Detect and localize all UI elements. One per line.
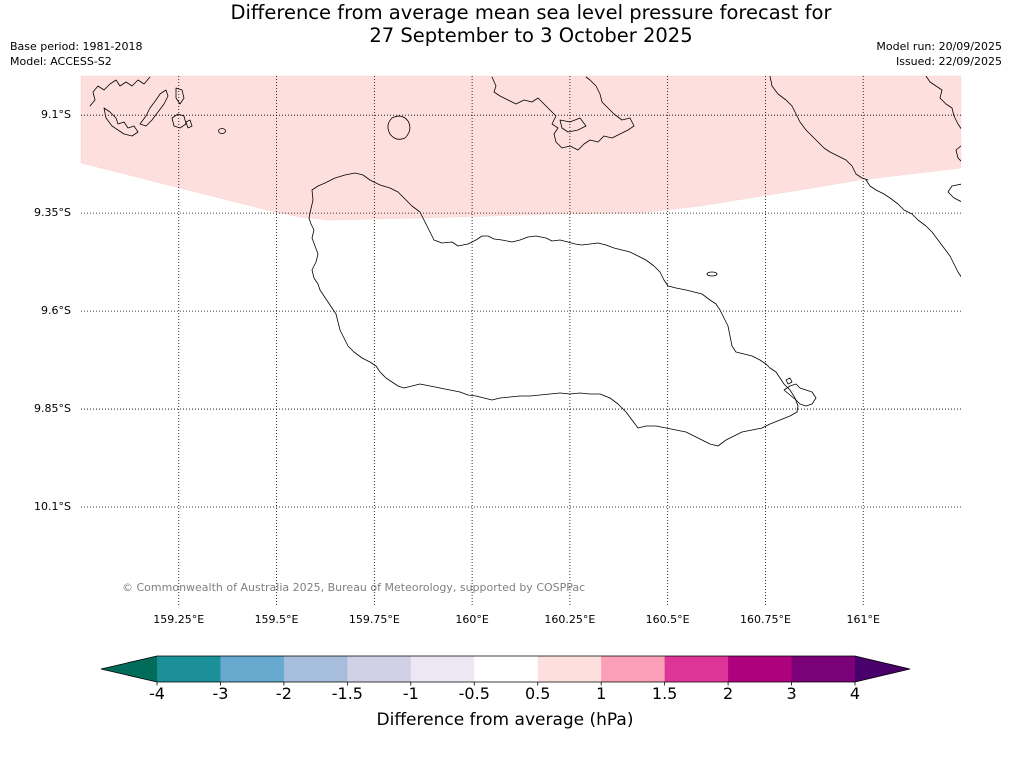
issued-text: Issued: 22/09/2025 xyxy=(895,55,1002,68)
colorbar-under-triangle xyxy=(101,656,157,682)
coastline-east-tip-islet-small xyxy=(785,377,793,385)
colorbar-tick-label: -1.5 xyxy=(331,683,363,703)
colorbar-tick-label: -3 xyxy=(212,683,229,703)
longitude-label: 160.75°E xyxy=(739,613,791,626)
shaded-anomaly-region xyxy=(80,75,962,221)
longitude-label: 160.5°E xyxy=(645,613,690,626)
copyright-notice: © Commonwealth of Australia 2025, Bureau… xyxy=(122,581,586,594)
coastline-northeast-4 xyxy=(955,145,961,162)
colorbar-label: Difference from average (hPa) xyxy=(376,710,634,730)
coastline-north-cluster xyxy=(491,76,635,151)
colorbar-tick-label: 1 xyxy=(596,683,607,703)
title-line-2: 27 September to 3 October 2025 xyxy=(369,23,693,47)
colorbar-over-triangle xyxy=(855,656,910,682)
coastline-northwest-1 xyxy=(89,76,151,107)
coastline-northeast-2 xyxy=(865,179,961,278)
colorbar-segment xyxy=(157,656,221,682)
longitude-label: 161°E xyxy=(846,613,880,626)
colorbar-tick-label: 4 xyxy=(849,683,861,703)
longitude-label: 160.25°E xyxy=(544,613,596,626)
longitude-label: 159.25°E xyxy=(153,613,205,626)
coastline-northwest-4 xyxy=(175,87,185,105)
longitude-label: 160°E xyxy=(455,613,489,626)
colorbar-segment xyxy=(474,656,539,682)
colorbar-tick-label: -2 xyxy=(275,683,292,703)
colorbar-segment xyxy=(410,656,475,682)
latitude-label: 9.85°S xyxy=(34,402,71,416)
coastline-northeast-5 xyxy=(947,183,961,202)
colorbar-tick-label: 2 xyxy=(722,683,734,703)
coastline-northeast-1 xyxy=(769,76,869,181)
colorbar xyxy=(100,655,911,686)
colorbar-tick-label: 0.5 xyxy=(524,683,551,703)
coastline-northwest-3 xyxy=(103,107,139,137)
coastline-northeast-3 xyxy=(925,76,961,130)
title-line-1: Difference from average mean sea level p… xyxy=(230,0,832,24)
model-run-text: Model run: 20/09/2025 xyxy=(876,40,1002,53)
colorbar-tick-label: -0.5 xyxy=(458,683,490,703)
coastline-northwest-islet xyxy=(218,128,226,134)
colorbar-segment xyxy=(283,656,348,682)
colorbar-segment xyxy=(791,656,856,682)
coastline-east-tip-islet xyxy=(783,383,817,407)
colorbar-segment xyxy=(347,656,412,682)
longitude-label: 159.75°E xyxy=(348,613,400,626)
colorbar-segment xyxy=(664,656,729,682)
coastline-north-cluster-inner xyxy=(559,117,587,133)
latitude-label: 9.6°S xyxy=(41,304,71,318)
coastline-round-island xyxy=(387,115,411,140)
colorbar-tick-label: -4 xyxy=(149,683,165,703)
latitude-label: 9.1°S xyxy=(41,108,71,122)
coastline-small-islet xyxy=(706,271,718,277)
coastline-northwest-6 xyxy=(185,119,193,129)
latitude-label: 9.35°S xyxy=(34,206,71,220)
coastline-northwest-5 xyxy=(171,113,187,129)
base-period-text: Base period: 1981-2018 xyxy=(10,40,143,53)
colorbar-segment xyxy=(537,656,602,682)
coastlines xyxy=(89,76,961,447)
coastline-large-island xyxy=(308,172,799,447)
graticule xyxy=(81,76,961,605)
colorbar-segment xyxy=(601,656,666,682)
colorbar-tick-label: 1.5 xyxy=(651,683,678,703)
coastline-northwest-2 xyxy=(139,89,169,127)
longitude-label: 159.5°E xyxy=(254,613,299,626)
latitude-label: 10.1°S xyxy=(34,500,71,514)
colorbar-segment xyxy=(220,656,285,682)
colorbar-tick-label: 3 xyxy=(786,683,797,703)
colorbar-segment xyxy=(728,656,793,682)
colorbar-tick-label: -1 xyxy=(402,683,419,703)
model-text: Model: ACCESS-S2 xyxy=(10,55,112,68)
